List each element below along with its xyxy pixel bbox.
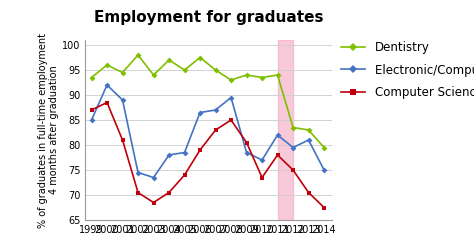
Y-axis label: % of graduates in full-time employment
4 months after graduation: % of graduates in full-time employment 4… xyxy=(38,32,59,228)
Text: Employment for graduates: Employment for graduates xyxy=(94,10,323,25)
Bar xyxy=(278,40,293,220)
Legend: Dentistry, Electronic/Computer  Engineer, Computer Science: Dentistry, Electronic/Computer Engineer,… xyxy=(337,36,474,104)
